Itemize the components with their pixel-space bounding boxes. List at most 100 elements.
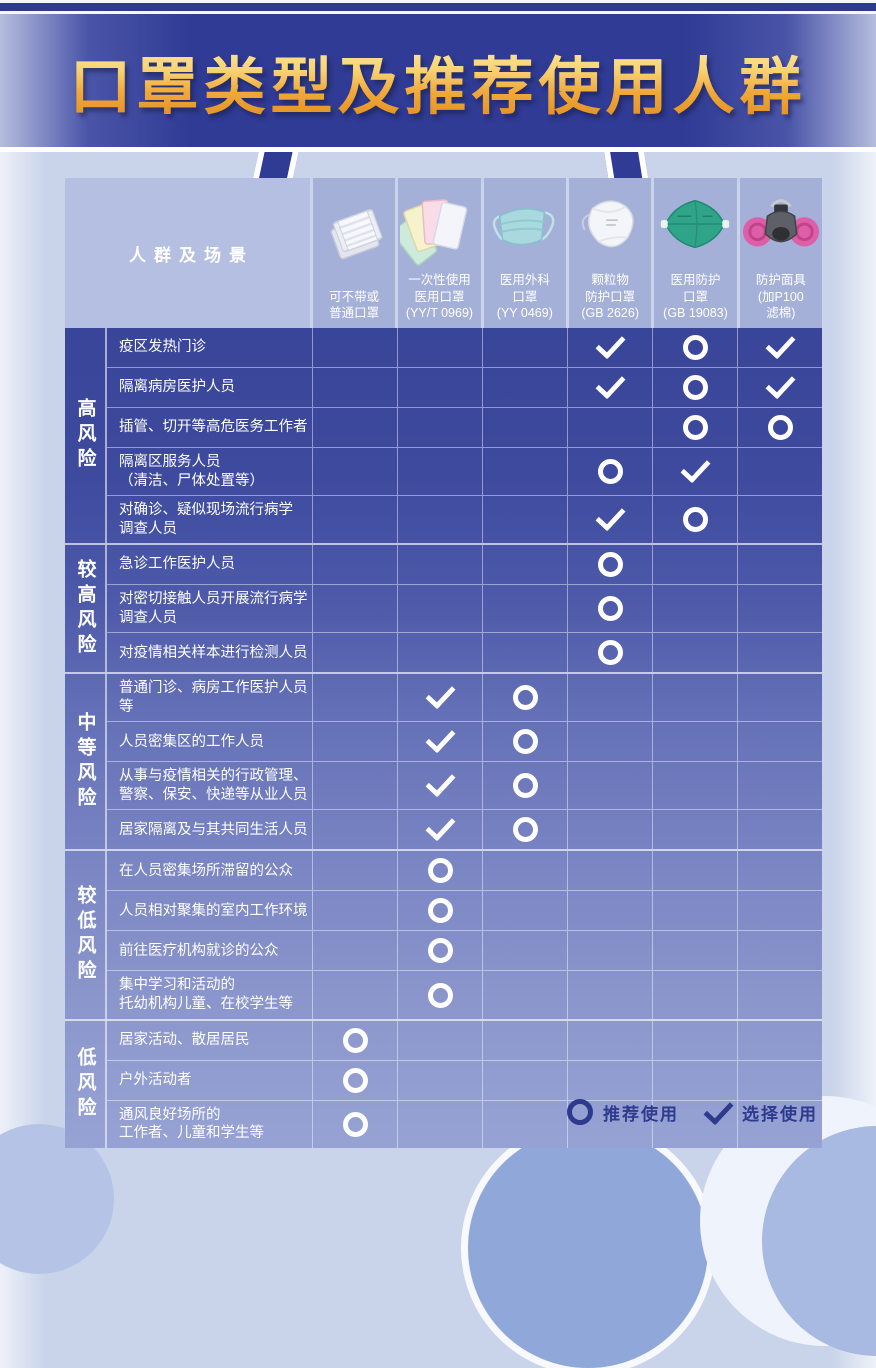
mark-cell (652, 496, 737, 544)
table-row: 隔离病房医护人员 (107, 367, 822, 407)
mark-cell (397, 1100, 482, 1148)
mark-cell (652, 722, 737, 762)
mark-cell (567, 448, 652, 496)
mark-cell (397, 851, 482, 891)
section-rows: 在人员密集场所滞留的公众 人员相对聚集的室内工作环境 前往医疗机构就诊的公众 集中学习… (105, 851, 822, 1019)
mark-cell (312, 674, 397, 722)
recommended-circle-mark (682, 335, 708, 360)
mark-cell (482, 722, 567, 762)
mark-cell (652, 971, 737, 1019)
recommended-circle-mark (597, 596, 623, 622)
mark-cell (737, 496, 822, 544)
table-row: 户外活动者 (107, 1059, 822, 1100)
mark-cell (482, 931, 567, 971)
scenario-label: 户外活动者 (119, 1071, 192, 1088)
mark-cell (397, 674, 482, 722)
mark-cell (567, 674, 652, 722)
section-rows: 急诊工作医护人员 对密切接触人员开展流行病学 调查人员 对疫情相关样本进行检测人员 (105, 545, 822, 673)
risk-level-label: 较低风险 (74, 885, 96, 986)
scenario-label: 在人员密集场所滞留的公众 (119, 862, 293, 879)
scenario-label: 人员相对聚集的室内工作环境 (119, 902, 308, 919)
mark-cell (737, 1100, 822, 1148)
mark-cell (652, 368, 737, 407)
mark-cell (652, 1020, 737, 1060)
recommended-circle-mark (682, 375, 708, 400)
recommended-circle-mark (342, 1027, 368, 1053)
mark-cell (737, 851, 822, 891)
mark-cell (397, 931, 482, 971)
mark-cell (482, 1060, 567, 1100)
mark-cell (482, 328, 567, 367)
mark-cell (312, 851, 397, 891)
scenario-label: 隔离病房医护人员 (119, 379, 235, 396)
mark-cell (397, 448, 482, 496)
recommended-circle-mark (597, 459, 623, 485)
mark-cell (397, 1020, 482, 1060)
optional-check-mark (594, 500, 626, 532)
mark-cell (397, 633, 482, 673)
mark-cell (652, 1100, 737, 1148)
mark-cell (312, 1020, 397, 1060)
section-rows: 居家活动、散居居民 户外活动者 通风良好场所的 工作者、儿童和学生等 (105, 1020, 822, 1148)
surgical-mask-icon (484, 178, 566, 272)
column-header-label: 医用外科 口罩 (YY 0469) (496, 273, 553, 320)
recommended-circle-mark (427, 938, 453, 964)
scenario-label: 通风良好场所的 工作者、儿童和学生等 (119, 1106, 264, 1142)
mark-cell (482, 545, 567, 585)
mark-cell (652, 851, 737, 891)
table-row: 人员密集区的工作人员 (107, 721, 822, 762)
mark-cell (737, 810, 822, 850)
mark-cell (567, 328, 652, 367)
mark-cell (312, 496, 397, 544)
mark-cell (737, 931, 822, 971)
mark-cell (567, 1060, 652, 1100)
mark-cell (312, 722, 397, 762)
optional-check-mark (424, 811, 456, 842)
column-header-label: 医用防护 口罩 (GB 19083) (663, 273, 728, 320)
mark-cell (312, 448, 397, 496)
scenario-label: 急诊工作医护人员 (119, 556, 235, 573)
mark-cell (737, 971, 822, 1019)
scenario-label: 集中学习和活动的 托幼机构儿童、在校学生等 (119, 977, 293, 1013)
header-scene-cell: 人群及场景 (65, 178, 310, 328)
legend: 推荐使用 选择使用 (567, 1094, 818, 1126)
mark-cell (567, 585, 652, 633)
mark-cell (397, 971, 482, 1019)
risk-level-label: 低风险 (74, 1046, 96, 1122)
mark-cell (312, 810, 397, 850)
disposable-medical-mask-icon (398, 178, 480, 272)
mark-cell (737, 368, 822, 407)
optional-check-mark (594, 328, 626, 360)
column-header-label: 可不带或 普通口罩 (329, 289, 380, 320)
recommended-circle-mark (767, 415, 793, 440)
mark-cell (397, 810, 482, 850)
mark-cell (652, 633, 737, 673)
scenario-label: 插管、切开等高危医务工作者 (119, 419, 308, 436)
mark-cell (567, 722, 652, 762)
mark-cell (482, 674, 567, 722)
mark-cell (737, 408, 822, 447)
table-row: 插管、切开等高危医务工作者 (107, 407, 822, 447)
column-header: 一次性使用 医用口罩 (YY/T 0969) (395, 178, 481, 328)
top-navy-strip (0, 0, 876, 14)
recommended-circle-mark (512, 685, 538, 711)
recommended-circle-mark (512, 817, 538, 843)
risk-level-label: 较高风险 (74, 558, 96, 659)
mark-cell (737, 1060, 822, 1100)
mark-cell (312, 1100, 397, 1148)
recommended-circle-mark (342, 1067, 368, 1093)
risk-level-label: 中等风险 (74, 711, 96, 812)
mark-cell (482, 1100, 567, 1148)
table-row: 在人员密集场所滞留的公众 (107, 851, 822, 891)
scenario-label: 从事与疫情相关的行政管理、 警察、保安、快递等从业人员 (119, 768, 308, 803)
table-row: 急诊工作医护人员 (107, 545, 822, 585)
table-body: 高风险 疫区发热门诊 隔离病房医护人员 插管、切开等高危医务工作者 隔离区服务人员 （清… (65, 328, 822, 1148)
mark-cell (312, 971, 397, 1019)
table-row: 普通门诊、病房工作医护人员等 (107, 674, 822, 722)
mark-cell (482, 810, 567, 850)
mark-cell (397, 545, 482, 585)
particulate-respirator-icon (569, 178, 651, 272)
mark-cell (737, 891, 822, 931)
mark-cell (482, 496, 567, 544)
mark-cell (312, 891, 397, 931)
